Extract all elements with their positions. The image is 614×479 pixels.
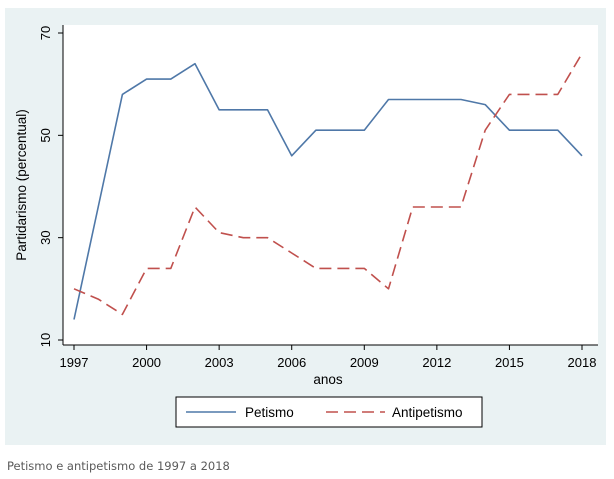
series-line-antipetismo	[73, 53, 583, 316]
axes: 10 30 50 70 1997 2000 2003 2006 2009 2012 2015 2018	[38, 25, 598, 370]
legend: Petismo Antipetismo	[175, 396, 483, 428]
x-tick-label: 2018	[568, 355, 597, 370]
y-tick-label: 70	[38, 26, 53, 40]
x-tick-label: 2000	[132, 355, 161, 370]
y-tick-label: 10	[38, 333, 53, 347]
plot-area	[63, 25, 598, 345]
x-tick-label: 2015	[495, 355, 524, 370]
series-layer	[73, 53, 583, 320]
y-tick-label: 30	[38, 230, 53, 244]
legend-label-antipetismo: Antipetismo	[392, 405, 463, 420]
x-tick-label: 1997	[60, 355, 89, 370]
x-tick-label: 2009	[350, 355, 379, 370]
x-tick-label: 2006	[277, 355, 306, 370]
y-tick-label: 50	[38, 128, 53, 142]
x-tick-label: 2003	[205, 355, 234, 370]
figure-caption: Petismo e antipetismo de 1997 a 2018	[7, 459, 230, 473]
y-axis-label: Partidarismo (percentual)	[14, 109, 29, 261]
x-axis-label: anos	[313, 372, 343, 387]
series-line-petismo	[73, 62, 583, 320]
axis-labels: Partidarismo (percentual) anos	[14, 109, 343, 387]
legend-label-petismo: Petismo	[245, 405, 294, 420]
x-tick-label: 2012	[422, 355, 451, 370]
